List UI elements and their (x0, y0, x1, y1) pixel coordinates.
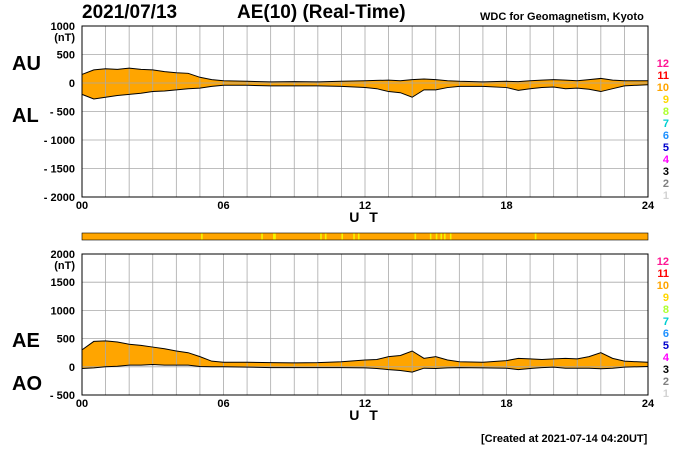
legend-count-4: 4 (663, 352, 670, 364)
legend-count-7: 7 (663, 316, 669, 328)
station-count-marker (320, 233, 322, 240)
x-axis-label: U T (349, 209, 381, 225)
y-tick-label: 500 (57, 334, 75, 346)
legend-count-4: 4 (663, 154, 670, 166)
x-tick-label: 12 (359, 200, 371, 212)
chart-date: 2021/07/13 (82, 2, 178, 23)
series-label-al: AL (12, 105, 39, 127)
legend-count-3: 3 (663, 364, 669, 376)
y-unit-label: (nT) (54, 32, 75, 44)
x-tick-label: 06 (217, 200, 229, 212)
plot-frame (81, 25, 649, 198)
y-tick-label: - 2000 (44, 192, 75, 204)
x-tick-label: 12 (359, 398, 371, 410)
legend-count-10: 10 (657, 82, 669, 94)
station-count-marker (273, 233, 275, 240)
station-count-marker (435, 233, 438, 240)
station-count-marker (201, 233, 203, 240)
panel-au-al (81, 25, 649, 198)
station-count-marker (341, 233, 344, 240)
legend-count-1: 1 (663, 190, 669, 202)
legend-count-6: 6 (663, 130, 669, 142)
legend-count-12: 12 (657, 256, 669, 268)
legend-count-10: 10 (657, 280, 669, 292)
legend-count-3: 3 (663, 166, 669, 178)
station-count-marker (414, 233, 417, 240)
legend-count-2: 2 (663, 178, 669, 190)
x-tick-label: 00 (76, 200, 88, 212)
data-source: WDC for Geomagnetism, Kyoto (480, 11, 644, 23)
y-tick-label: - 500 (50, 390, 75, 402)
series-line-au (81, 67, 648, 83)
y-tick-label: 1500 (51, 277, 75, 289)
legend-count-8: 8 (663, 304, 669, 316)
series-label-ae: AE (12, 330, 40, 352)
panel-ae-ao (81, 253, 649, 396)
legend-count-12: 12 (657, 58, 669, 70)
legend-count-11: 11 (657, 70, 669, 82)
x-tick-label: 00 (76, 398, 88, 410)
legend-count-5: 5 (663, 340, 669, 352)
x-axis-label: U T (349, 407, 381, 423)
station-count-marker (534, 233, 537, 240)
station-count-marker (440, 233, 443, 240)
legend-count-11: 11 (657, 268, 669, 280)
station-count-marker (444, 233, 446, 240)
x-tick-label: 24 (642, 200, 655, 212)
station-count-marker (449, 233, 452, 240)
legend-count-9: 9 (663, 292, 669, 304)
y-tick-label: 1000 (51, 305, 75, 317)
x-tick-label: 18 (500, 398, 512, 410)
legend-count-5: 5 (663, 142, 669, 154)
station-count-marker (429, 233, 432, 240)
y-tick-label: 500 (57, 50, 75, 62)
legend-count-2: 2 (663, 376, 669, 388)
station-count-bar (81, 232, 649, 241)
x-tick-label: 24 (642, 398, 655, 410)
series-line-ao (81, 364, 649, 373)
series-line-al (81, 84, 649, 100)
station-count-marker (324, 233, 327, 240)
y-tick-label: 0 (69, 362, 75, 374)
legend-count-1: 1 (663, 388, 669, 400)
station-count-marker (357, 233, 360, 240)
station-count-bar-base (81, 232, 649, 241)
chart-title: AE(10) (Real-Time) (237, 2, 406, 23)
plot-frame (81, 253, 649, 396)
y-tick-label: 1000 (51, 21, 75, 33)
legend-count-8: 8 (663, 106, 669, 118)
station-count-marker (261, 233, 263, 240)
y-tick-label: - 1500 (44, 164, 75, 176)
series-line-ae (81, 340, 649, 364)
x-tick-label: 06 (217, 398, 229, 410)
x-tick-label: 18 (500, 200, 512, 212)
y-tick-label: - 500 (50, 107, 75, 119)
y-unit-label: (nT) (54, 260, 75, 272)
station-count-marker (274, 233, 276, 240)
legend-count-9: 9 (663, 94, 669, 106)
series-label-au: AU (12, 53, 41, 75)
y-tick-label: 2000 (51, 249, 75, 261)
created-timestamp: [Created at 2021-07-14 04:20UT] (481, 433, 648, 445)
legend-count-6: 6 (663, 328, 669, 340)
series-label-ao: AO (12, 373, 42, 395)
y-tick-label: 0 (69, 78, 75, 90)
legend-count-7: 7 (663, 118, 669, 130)
y-tick-label: - 1000 (44, 135, 75, 147)
station-count-marker (353, 233, 355, 240)
